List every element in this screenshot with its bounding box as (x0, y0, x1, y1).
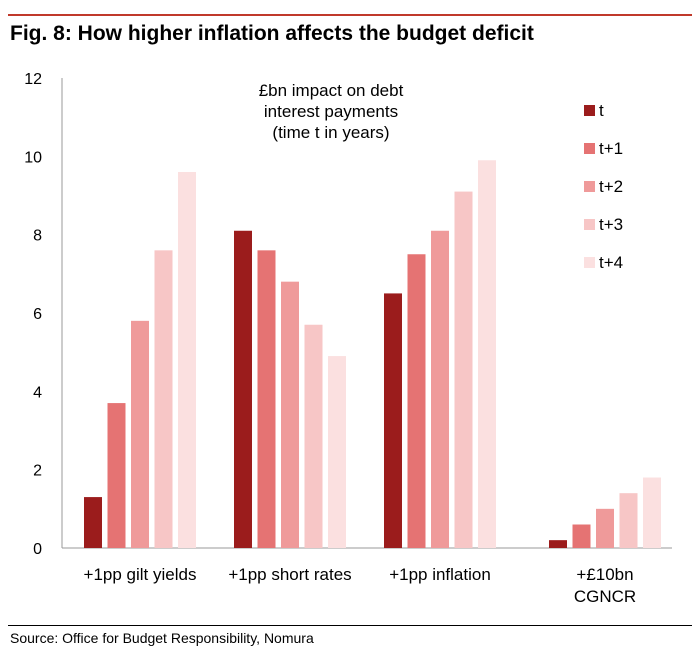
bar (178, 172, 196, 548)
bar (154, 250, 173, 549)
annotation-line: (time t in years) (272, 123, 389, 142)
y-tick-label: 10 (24, 149, 42, 166)
y-tick-label: 12 (24, 71, 42, 88)
y-tick-label: 2 (33, 463, 42, 480)
legend-label: t (599, 101, 604, 120)
top-rule (8, 14, 692, 16)
y-tick-label: 8 (33, 228, 42, 245)
bar (596, 508, 614, 548)
category-label: +1pp gilt yields (84, 565, 197, 584)
category-label: +£10bn (576, 565, 633, 584)
bar (431, 230, 449, 548)
legend-label: t+4 (599, 253, 623, 272)
bars (84, 160, 661, 549)
annotation-line: interest payments (264, 102, 398, 121)
bar (549, 540, 567, 548)
annotation-line: £bn impact on debt (259, 81, 404, 100)
legend-swatch (584, 105, 595, 116)
bottom-rule (8, 625, 692, 626)
category-label: +1pp short rates (228, 565, 351, 584)
legend-label: t+3 (599, 215, 623, 234)
bar (304, 324, 323, 548)
legend-swatch (584, 257, 595, 268)
y-tick-label: 6 (33, 306, 42, 323)
bar (407, 254, 426, 548)
bar (478, 160, 496, 548)
bar (257, 250, 276, 549)
chart-annotation: £bn impact on debt interest payments (time… (259, 81, 404, 142)
legend: t t+1 t+2 t+3 t+4 (584, 101, 623, 272)
y-tick-label: 4 (33, 384, 42, 401)
category-label: +1pp inflation (389, 565, 491, 584)
legend-label: t+2 (599, 177, 623, 196)
source-note: Source: Office for Budget Responsibility… (10, 630, 314, 646)
bar (281, 281, 299, 548)
bar (328, 356, 346, 548)
bar (454, 191, 473, 549)
figure-title: Fig. 8: How higher inflation affects the… (10, 22, 534, 45)
bar (107, 403, 126, 548)
legend-swatch (584, 143, 595, 154)
category-label: CGNCR (574, 587, 636, 606)
legend-label: t+1 (599, 139, 623, 158)
bar (131, 320, 149, 548)
bar (572, 524, 591, 548)
bar (234, 230, 252, 548)
legend-swatch (584, 219, 595, 230)
bar (643, 477, 661, 548)
bar (619, 493, 638, 548)
bar (384, 293, 402, 548)
y-tick-label: 0 (33, 541, 42, 558)
category-labels: +1pp gilt yields +1pp short rates +1pp inf… (84, 565, 637, 606)
bar (84, 497, 102, 548)
legend-swatch (584, 181, 595, 192)
